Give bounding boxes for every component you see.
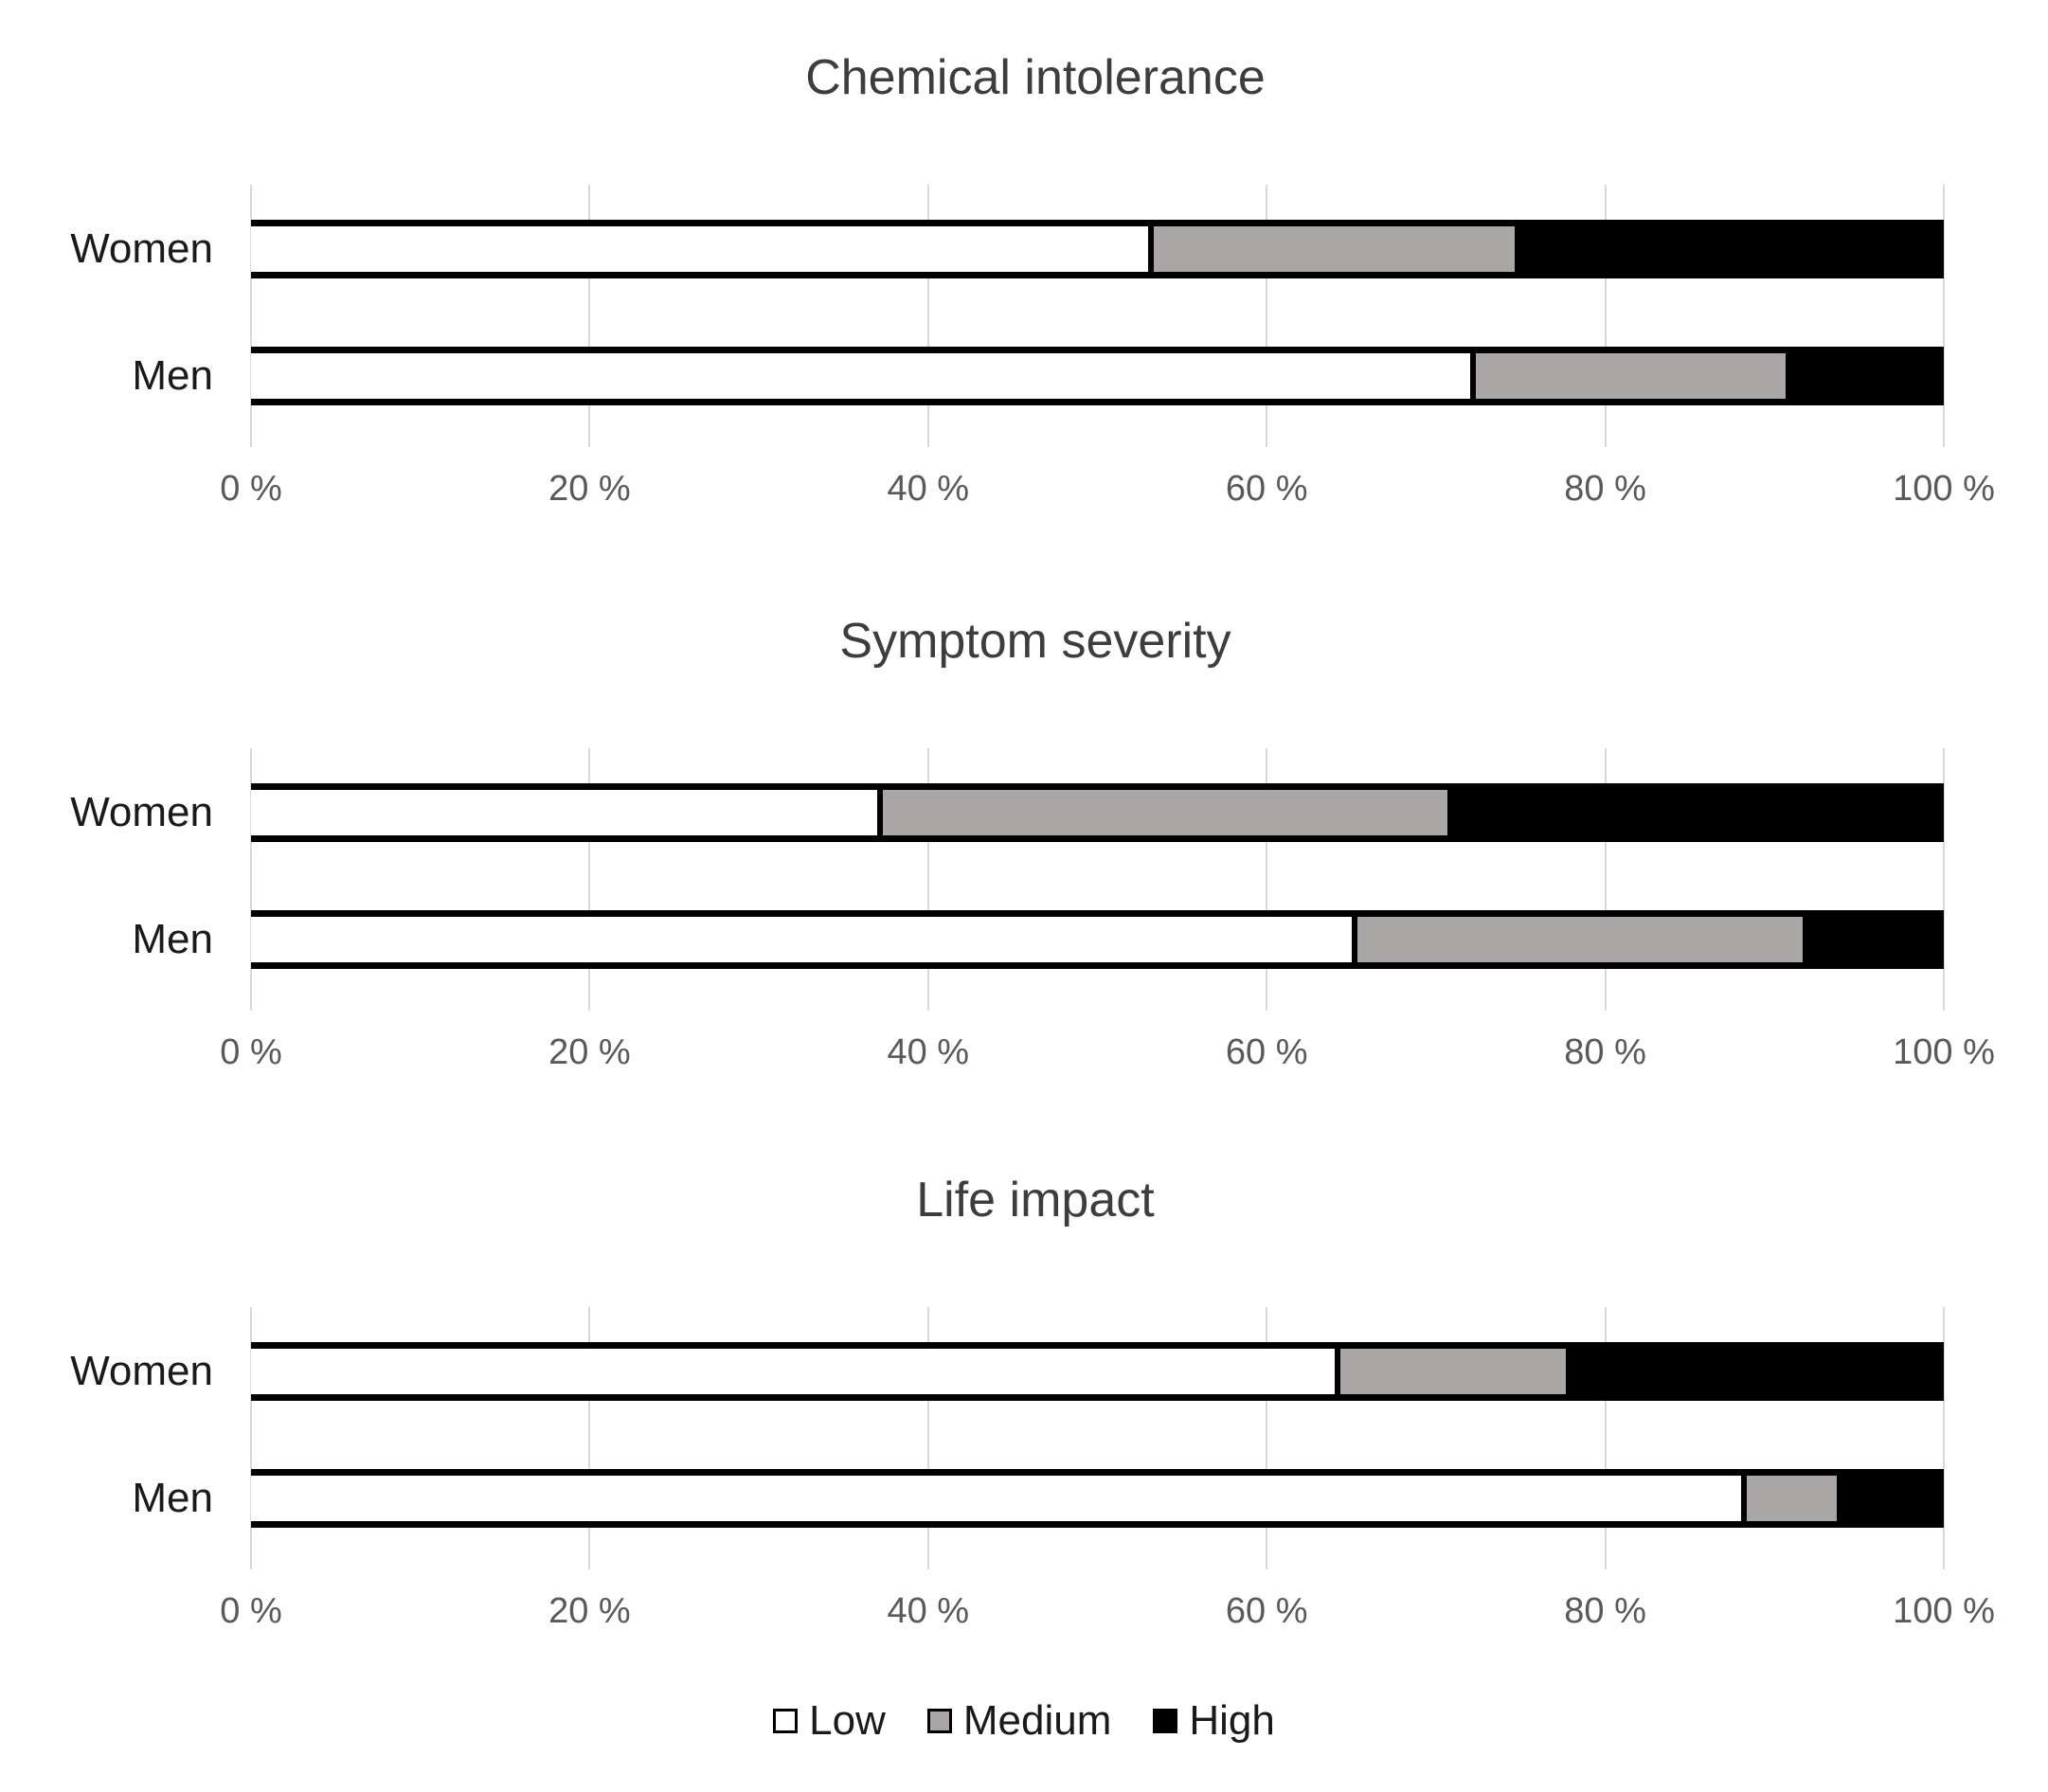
x-tick-label: 0 % bbox=[220, 1032, 282, 1072]
segment-high bbox=[1841, 1476, 1944, 1521]
bar-men: Men bbox=[132, 347, 1944, 405]
legend-label-medium: Medium bbox=[962, 1697, 1112, 1744]
segment-high bbox=[1452, 790, 1944, 835]
x-tick-label: 100 % bbox=[1893, 1591, 1995, 1631]
plot-area: Women Men bbox=[70, 185, 1945, 447]
bar-men: Men bbox=[132, 1469, 1944, 1528]
segment-low bbox=[251, 790, 878, 835]
gridline bbox=[588, 748, 591, 1011]
segment-medium bbox=[877, 790, 1453, 835]
gridline bbox=[1943, 748, 1945, 1011]
legend-swatch-high-icon bbox=[1153, 1709, 1178, 1733]
category-label: Women bbox=[70, 789, 213, 835]
chart-1: Chemical intolerance Women Men 0 % 20 % 40 % 6… bbox=[0, 0, 2048, 530]
plot-area: Women Men bbox=[70, 748, 1945, 1011]
gridline bbox=[588, 1307, 591, 1569]
x-tick-label: 40 % bbox=[887, 469, 970, 509]
legend-swatch-low-icon bbox=[773, 1709, 799, 1733]
gridline bbox=[1943, 185, 1945, 447]
legend-item-medium: Medium bbox=[926, 1697, 1112, 1745]
gridline bbox=[1266, 1307, 1268, 1569]
segment-medium bbox=[1740, 1476, 1842, 1521]
x-tick-label: 60 % bbox=[1225, 469, 1308, 509]
gridline bbox=[250, 748, 252, 1011]
x-tick-label: 100 % bbox=[1893, 469, 1995, 509]
legend-item-low: Low bbox=[773, 1697, 886, 1745]
gridline bbox=[1604, 185, 1607, 447]
chart-title: Chemical intolerance bbox=[805, 50, 1266, 105]
x-tick-label: 20 % bbox=[548, 469, 631, 509]
segment-high bbox=[1791, 353, 1944, 399]
segment-medium bbox=[1148, 226, 1521, 272]
segment-high bbox=[1808, 917, 1944, 962]
segment-high bbox=[1520, 226, 1944, 272]
gridline bbox=[1604, 1307, 1607, 1569]
gridline bbox=[926, 748, 929, 1011]
legend-item-high: High bbox=[1153, 1697, 1275, 1745]
segment-low bbox=[251, 1476, 1741, 1521]
segment-low bbox=[251, 226, 1149, 272]
chart-3: Life impact Women Men 0 % 20 % 40 % 60 % 80 % 10… bbox=[0, 1122, 2048, 1653]
x-tick-label: 60 % bbox=[1225, 1591, 1308, 1631]
gridline bbox=[250, 1307, 252, 1569]
x-axis-labels: 0 % 20 % 40 % 60 % 80 % 100 % bbox=[220, 1032, 1995, 1074]
gridline bbox=[1266, 185, 1268, 447]
segment-medium bbox=[1334, 1349, 1572, 1394]
x-tick-label: 80 % bbox=[1564, 1032, 1646, 1072]
segment-low bbox=[251, 1349, 1335, 1394]
bar-women: Women bbox=[70, 220, 1944, 278]
x-tick-label: 100 % bbox=[1893, 1032, 1995, 1072]
category-label: Women bbox=[70, 225, 213, 272]
x-tick-label: 40 % bbox=[887, 1591, 970, 1631]
gridline bbox=[1604, 748, 1607, 1011]
category-label: Men bbox=[132, 352, 213, 399]
x-tick-label: 60 % bbox=[1225, 1032, 1308, 1072]
legend-label-low: Low bbox=[809, 1697, 886, 1744]
segment-medium bbox=[1469, 353, 1792, 399]
chart-2: Symptom severity Women Men 0 % 20 % 40 % 60 % 8… bbox=[0, 564, 2048, 1094]
category-label: Women bbox=[70, 1348, 213, 1394]
bar-women: Women bbox=[70, 783, 1944, 842]
segment-medium bbox=[1351, 917, 1809, 962]
legend-swatch-medium-icon bbox=[926, 1709, 952, 1733]
x-tick-label: 80 % bbox=[1564, 1591, 1646, 1631]
bar-men: Men bbox=[132, 910, 1944, 969]
legend: Low Medium High bbox=[0, 1697, 2048, 1745]
x-tick-label: 0 % bbox=[220, 469, 282, 509]
x-axis-labels: 0 % 20 % 40 % 60 % 80 % 100 % bbox=[220, 469, 1995, 511]
x-tick-label: 20 % bbox=[548, 1591, 631, 1631]
x-tick-label: 80 % bbox=[1564, 469, 1646, 509]
bar-women: Women bbox=[70, 1342, 1944, 1401]
x-axis-labels: 0 % 20 % 40 % 60 % 80 % 100 % bbox=[220, 1591, 1995, 1633]
category-label: Men bbox=[132, 1475, 213, 1521]
gridline bbox=[1943, 1307, 1945, 1569]
gridline bbox=[250, 185, 252, 447]
gridline bbox=[926, 185, 929, 447]
segment-low bbox=[251, 353, 1470, 399]
chart-title: Symptom severity bbox=[839, 614, 1231, 669]
chart-title: Life impact bbox=[916, 1173, 1155, 1228]
gridline bbox=[1266, 748, 1268, 1011]
legend-label-high: High bbox=[1189, 1697, 1275, 1744]
segment-low bbox=[251, 917, 1352, 962]
category-label: Men bbox=[132, 916, 213, 962]
plot-area: Women Men bbox=[70, 1307, 1945, 1569]
gridline bbox=[926, 1307, 929, 1569]
x-tick-label: 20 % bbox=[548, 1032, 631, 1072]
x-tick-label: 40 % bbox=[887, 1032, 970, 1072]
gridline bbox=[588, 185, 591, 447]
segment-high bbox=[1571, 1349, 1944, 1394]
x-tick-label: 0 % bbox=[220, 1591, 282, 1631]
